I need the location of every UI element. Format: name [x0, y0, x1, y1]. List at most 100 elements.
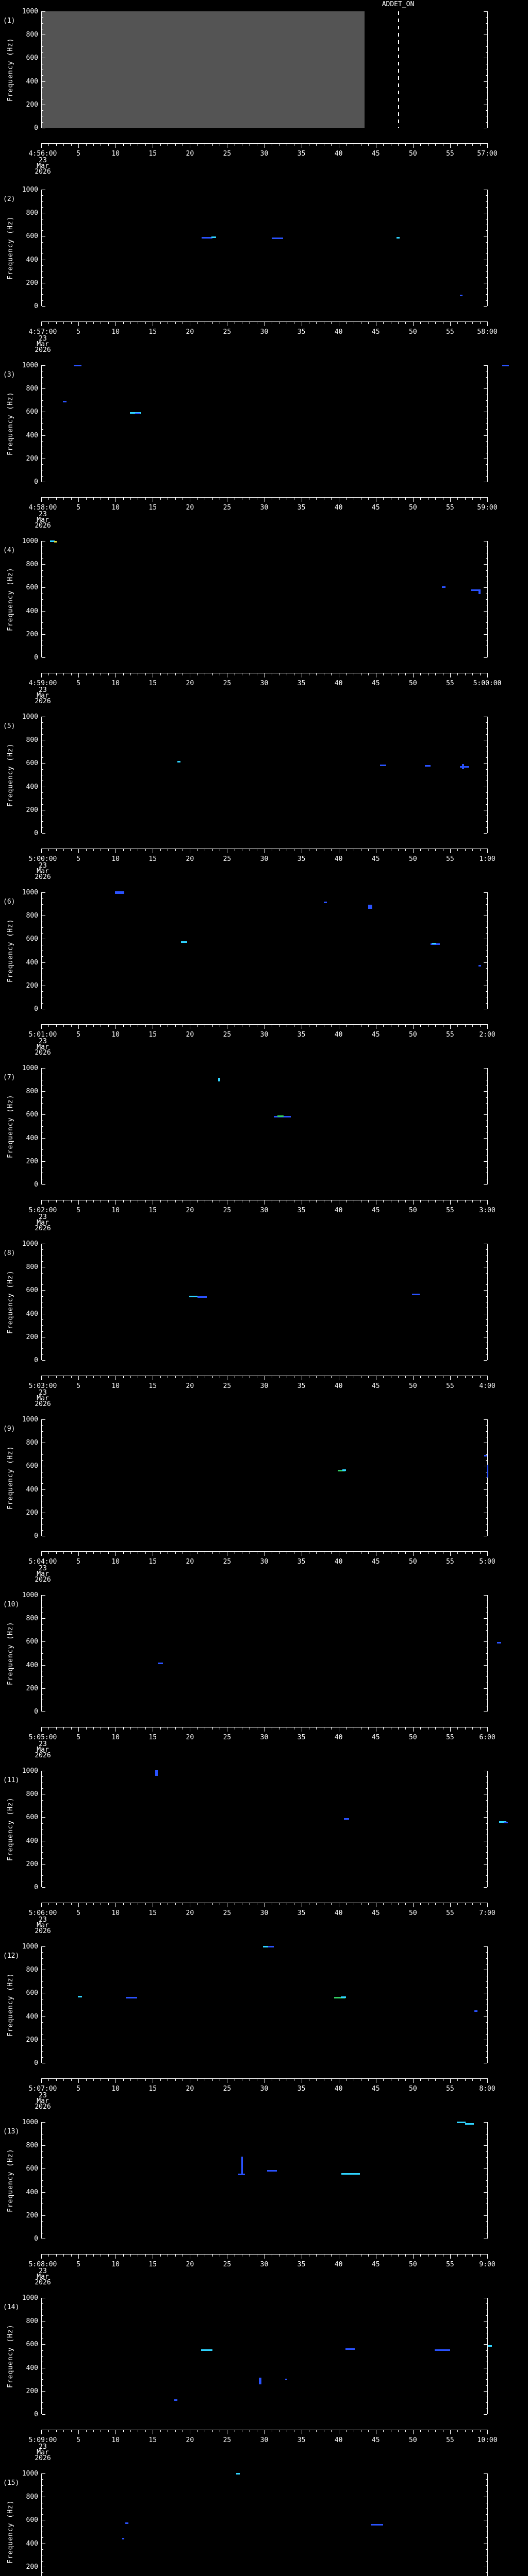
y-tick [486, 2561, 487, 2562]
panel-index-label: (11) [3, 1776, 20, 1784]
x-tick [472, 2079, 473, 2081]
y-tick [486, 2479, 487, 2480]
y-tick-label: 800 [26, 385, 38, 393]
x-tick [465, 1903, 466, 1905]
y-tick [42, 2010, 43, 2011]
y-tick [42, 734, 43, 735]
y-tick [484, 587, 487, 588]
x-tick [93, 1552, 94, 1554]
x-tick [56, 673, 57, 675]
spectrogram-panel-2: (2) Frequency (Hz) 0 200 400 600 800 1000 4:57:0… [0, 178, 528, 354]
x-tick [197, 849, 198, 851]
x-end-time-label: 57:00 [477, 150, 498, 158]
x-axis-date-line: 23 [39, 862, 47, 870]
y-tick [42, 2414, 45, 2415]
x-tick [63, 2079, 64, 2081]
y-tick-label: 200 [26, 1333, 38, 1341]
x-tick [368, 1727, 369, 1730]
y-tick [484, 2414, 487, 2415]
x-tick [71, 1376, 72, 1378]
y-tick [42, 570, 43, 571]
x-tick [480, 673, 481, 675]
x-tick [78, 1903, 79, 1907]
y-tick [486, 622, 487, 623]
y-tick [42, 722, 43, 723]
y-tick [486, 87, 487, 88]
y-tick [486, 2572, 487, 2573]
detection-mark [135, 413, 140, 415]
y-tick [486, 1325, 487, 1326]
x-tick [487, 144, 488, 148]
x-tick [63, 1903, 64, 1905]
x-tick-label: 35 [297, 2085, 306, 2093]
y-tick [42, 1518, 43, 1519]
y-tick-label: 600 [26, 2165, 38, 2173]
y-tick [42, 81, 45, 82]
x-tick [160, 1552, 161, 1554]
y-tick [42, 1595, 45, 1596]
y-tick [42, 23, 43, 24]
detection-mark [218, 1078, 221, 1081]
detection-mark [126, 1996, 137, 1998]
y-tick [486, 599, 487, 600]
x-tick-label: 35 [297, 328, 306, 336]
y-tick [486, 570, 487, 571]
x-tick [160, 1376, 161, 1378]
x-tick [160, 2255, 161, 2257]
x-axis-bar [41, 143, 488, 144]
detection-mark [503, 1821, 508, 1823]
y-tick [42, 1653, 43, 1654]
x-tick-label: 5 [76, 1382, 80, 1390]
y-tick [484, 388, 487, 389]
x-tick [420, 1903, 421, 1905]
y-tick-label: 400 [26, 958, 38, 967]
x-tick [331, 1025, 332, 1027]
x-tick [48, 2255, 50, 2257]
x-tick-label: 55 [446, 1558, 454, 1566]
x-tick [472, 498, 473, 500]
y-tick [42, 821, 43, 822]
y-tick [42, 1273, 43, 1274]
x-tick [78, 2079, 79, 2083]
x-tick [108, 1376, 109, 1378]
x-tick [56, 498, 57, 500]
x-tick [435, 1903, 436, 1905]
x-tick-label: 45 [371, 1909, 380, 1917]
x-tick [145, 1025, 146, 1027]
y-tick [486, 1149, 487, 1150]
y-tick-label: 800 [26, 1088, 38, 1096]
x-tick-label: 45 [371, 1734, 380, 1741]
x-tick [420, 322, 421, 324]
y-tick-label: 1000 [22, 186, 38, 194]
spectrogram-panel-7: (7) Frequency (Hz) 0 200 400 600 800 1000 5:02:0… [0, 1057, 528, 1232]
x-tick-label: 40 [334, 1734, 343, 1741]
x-tick [212, 1727, 213, 1730]
y-tick [42, 429, 43, 430]
x-tick [123, 849, 124, 851]
x-tick [405, 2079, 406, 2081]
spectrogram-panel-5: (5) Frequency (Hz) 0 200 400 600 800 1000 5:00:0… [0, 705, 528, 881]
x-tick [450, 498, 451, 502]
y-tick [42, 2561, 43, 2562]
y-tick [42, 2473, 45, 2474]
x-tick [420, 673, 421, 675]
x-tick [487, 2255, 488, 2259]
y-tick [486, 956, 487, 957]
y-tick-label: 0 [34, 2235, 38, 2243]
x-tick [130, 2255, 131, 2257]
x-axis-date-line: 2026 [35, 2279, 51, 2286]
x-tick [405, 322, 406, 324]
x-axis-date-line: Mar [37, 1219, 49, 1227]
y-tick [42, 230, 43, 231]
y-tick [484, 564, 487, 565]
x-tick [78, 2430, 79, 2434]
y-axis-left [41, 717, 42, 833]
x-start-time-label: 4:58:00 [28, 504, 57, 512]
y-axis-left [41, 11, 42, 128]
x-tick [398, 2430, 399, 2432]
y-tick [42, 2549, 43, 2550]
x-tick [465, 673, 466, 675]
y-tick-label: 800 [26, 209, 38, 217]
y-tick-label: 400 [26, 1310, 38, 1318]
x-axis-date-line: 23 [39, 335, 47, 343]
